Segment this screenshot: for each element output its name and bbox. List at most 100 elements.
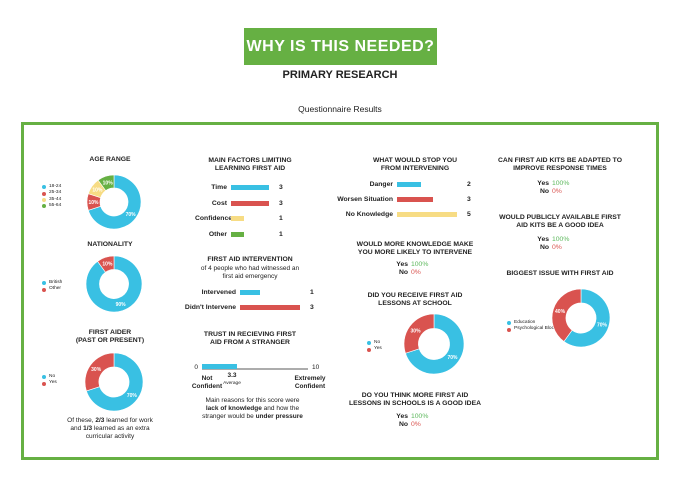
limiting-bar-value: 1 — [279, 230, 283, 238]
legend-swatch — [42, 191, 46, 196]
trust-scale-max: 10 — [312, 364, 320, 371]
stop-bar-label: Worsen Situation — [337, 196, 393, 203]
intervention-bar — [240, 305, 300, 310]
stop-row-danger: Danger 2 — [330, 180, 471, 189]
stop-bar-label: No Knowledge — [345, 211, 393, 218]
trust-right-label: Extremely Confident — [294, 375, 326, 390]
issue-slice-education — [563, 288, 611, 348]
legend-label: 25-34 — [49, 190, 62, 196]
intervention-bar-value: 3 — [310, 304, 314, 311]
first_aider-slice-no — [86, 352, 144, 412]
legend-label: Yes — [374, 346, 382, 352]
nationality-slice-british — [85, 255, 143, 313]
legend-label: British — [49, 280, 63, 285]
intervention-bar-label: Didn't Intervene — [184, 304, 236, 311]
nationality-legend-item-other: Other — [42, 286, 62, 292]
legend-swatch — [42, 381, 46, 386]
legend-swatch — [42, 204, 46, 209]
limiting-bar — [231, 200, 269, 206]
legend-swatch — [367, 347, 371, 352]
legend-swatch — [42, 281, 46, 286]
age-slice-label-18-24: 70% — [126, 212, 137, 218]
age-slice-label-55-64: 10% — [103, 180, 114, 186]
intervention-bar-label: Intervened — [201, 289, 236, 296]
intervention-subtitle: of 4 people who had witnessed an first a… — [200, 265, 300, 280]
school-good-title: DO YOU THINK MORE FIRST AID LESSONS IN S… — [348, 392, 482, 407]
school-slice-label-yes: 30% — [411, 328, 422, 334]
legend-label: Education — [514, 320, 536, 325]
school-legend-item-no: No — [367, 340, 382, 346]
legend-label: Yes — [49, 380, 57, 386]
legend-label: 55-64 — [49, 203, 62, 209]
stop-bar-value: 3 — [467, 196, 471, 203]
nationality-donut-chart: 90% 10% — [85, 255, 143, 313]
more-knowledge-results: Yes 100% No 0% — [396, 261, 429, 276]
first-aider-donut-chart: 70% 30% — [84, 352, 144, 412]
age-slice-label-35-44: 10% — [92, 188, 103, 194]
school-slice-yes — [403, 313, 435, 354]
stop-bar — [397, 182, 421, 187]
nationality-title: NATIONALITY — [87, 241, 133, 248]
limiting-row-time: Time 3 — [195, 183, 283, 192]
intervention-bar — [240, 290, 260, 295]
age-donut-chart: 70%10%10%10% — [86, 174, 142, 230]
nationality-slice-label-other: 10% — [102, 262, 113, 268]
stop-title: WHAT WOULD STOP YOU FROM INTERVENING — [372, 157, 458, 172]
nationality-slice-label-british: 90% — [116, 302, 127, 308]
kits-title: CAN FIRST AID KITS BE ADAPTED TO IMPROVE… — [498, 157, 622, 172]
stop-bar — [397, 212, 457, 217]
first_aider-legend-item-no: No — [42, 374, 57, 380]
limiting-row-confidence: Confidence 1 — [195, 214, 283, 223]
public-kits-results: Yes 100% No 0% — [537, 236, 570, 251]
first_aider-legend-item-yes: Yes — [42, 380, 57, 386]
legend-label: No — [49, 374, 56, 379]
intervention-title: FIRST AID INTERVENTION — [207, 256, 293, 263]
stop-bar-value: 5 — [467, 211, 471, 218]
intervention-row-didn-t-intervene: Didn't Intervene 3 — [175, 303, 314, 312]
school-title: DID YOU RECEIVE FIRST AID LESSONS AT SCH… — [367, 292, 463, 307]
school-slice-label-no: 70% — [447, 355, 458, 361]
trust-left-label: Not Confident — [191, 375, 223, 390]
limiting-bar-value: 1 — [279, 215, 283, 222]
legend-swatch — [507, 321, 511, 326]
issue-legend-item-psychological-block: Psychological Block — [507, 326, 556, 332]
limiting-bar-label: Confidence — [195, 215, 233, 222]
limiting-title: MAIN FACTORS LIMITING LEARNING FIRST AID — [208, 157, 292, 172]
age-legend: 18-24 25-34 35-44 55-64 — [42, 184, 61, 210]
first_aider-slice-label-no: 70% — [127, 393, 138, 399]
nationality-legend-item-british: British — [42, 280, 62, 286]
issue-slice-label-education: 70% — [597, 323, 608, 329]
legend-swatch — [42, 197, 46, 202]
first-aider-title: FIRST AIDER (PAST OR PRESENT) — [55, 329, 165, 345]
age-slice-18-24 — [87, 174, 142, 230]
limiting-row-other: Other 1 — [195, 230, 283, 239]
intervention-row-intervened: Intervened 1 — [175, 288, 314, 297]
page-subtitle: PRIMARY RESEARCH — [282, 69, 398, 81]
trust-scale-min: 0 — [194, 364, 198, 371]
nationality-legend: British Other — [42, 280, 62, 293]
issue-donut-chart: 70% 40% — [551, 288, 611, 348]
first-aider-title-line2: (PAST OR PRESENT) — [75, 337, 145, 344]
kits-results: Yes 100% No 0% — [537, 180, 570, 195]
trust-average-label: Average — [223, 380, 241, 386]
limiting-bar — [231, 231, 244, 237]
age-title: AGE RANGE — [89, 156, 131, 163]
legend-swatch — [42, 185, 46, 190]
stop-row-no-knowledge: No Knowledge 5 — [330, 210, 471, 219]
page-title: WHY IS THIS NEEDED? — [244, 28, 437, 65]
limiting-bar-label: Time — [211, 184, 227, 191]
first_aider-slice-yes — [84, 352, 115, 392]
trust-reason: Main reasons for this score were lack of… — [202, 397, 303, 420]
trust-value-label: 3.3 — [227, 372, 236, 379]
first-aider-title-line1: FIRST AIDER — [88, 329, 132, 336]
first_aider-slice-label-yes: 30% — [91, 367, 102, 373]
more-knowledge-title: WOULD MORE KNOWLEDGE MAKE YOU MORE LIKEL… — [356, 241, 474, 256]
trust-title: TRUST IN RECIEVING FIRST AID FROM A STRA… — [203, 331, 297, 346]
limiting-bar — [231, 216, 244, 221]
limiting-bar-value: 3 — [279, 184, 283, 191]
legend-label: 18-24 — [49, 184, 62, 189]
section-caption: Questionnaire Results — [298, 104, 382, 114]
first-aider-legend: No Yes — [42, 374, 57, 387]
first-aider-note: Of these, 2/3 learned for work and 1/3 l… — [67, 417, 153, 440]
